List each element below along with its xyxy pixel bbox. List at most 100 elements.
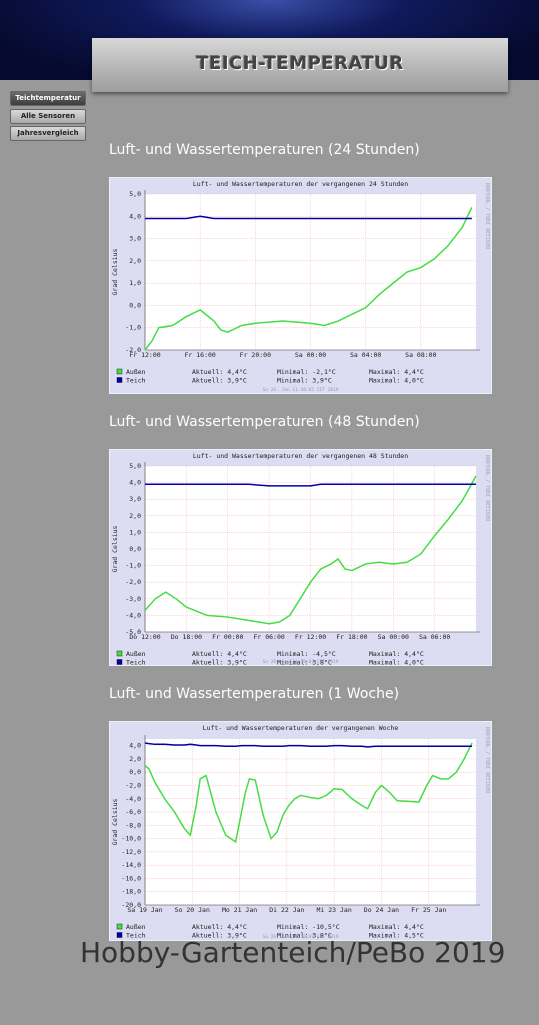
x-tick-label: Mi 23 Jan	[317, 906, 352, 914]
x-tick-label: So 20 Jan	[175, 906, 210, 914]
legend-label: Teich	[126, 932, 146, 940]
legend-swatch	[116, 923, 123, 930]
y-tick-label: -20,0	[121, 901, 141, 909]
y-tick-label: -4,0	[125, 795, 141, 803]
y-tick-label: -2,0	[125, 578, 141, 586]
y-tick-label: -14,0	[121, 861, 141, 869]
y-tick-label: -18,0	[121, 888, 141, 896]
x-tick-label: Fr 25 Jan	[411, 906, 446, 914]
x-tick-label: Fr 06:00	[253, 633, 284, 641]
legend-stat: Aktuell: 3,9°C	[192, 377, 247, 385]
legend-stat: Maximal: 4,4°C	[369, 650, 424, 658]
legend-stat: Minimal: 3,9°C	[277, 377, 332, 385]
x-tick-label: Sa 06:00	[419, 633, 450, 641]
x-tick-label: Mo 21 Jan	[222, 906, 257, 914]
legend-stat: Maximal: 4,4°C	[369, 368, 424, 376]
series-line	[145, 215, 472, 220]
x-tick-label: Fr 18:00	[336, 633, 367, 641]
legend-stat: Minimal: 3,8°C	[277, 659, 332, 667]
legend-stat: Aktuell: 4,4°C	[192, 368, 247, 376]
x-tick-label: Do 18:00	[171, 633, 202, 641]
series-line	[145, 483, 476, 487]
x-tick-label: Fr 12:00	[129, 351, 160, 359]
x-tick-label: Fr 12:00	[295, 633, 326, 641]
y-tick-label: -3,0	[125, 595, 141, 603]
x-tick-label: Sa 00:00	[378, 633, 409, 641]
chart-svg: Luft- und Wassertemperaturen der vergang…	[108, 448, 493, 667]
legend-swatch	[116, 659, 123, 665]
nav-button[interactable]: Teichtemperatur	[10, 91, 86, 106]
timestamp: Sa 26. Jan 11:30:02 CET 2019	[263, 387, 339, 393]
x-tick-label: Di 22 Jan	[269, 906, 304, 914]
y-tick-label: 1,0	[129, 528, 141, 536]
series-line	[144, 207, 473, 351]
nav-button[interactable]: Alle Sensoren	[10, 109, 86, 124]
x-tick-label: Do 24 Jan	[364, 906, 399, 914]
y-tick-label: 0,0	[129, 545, 141, 553]
timestamp: Sa 26. Jan 11:30:03 CET 2019	[263, 934, 339, 940]
y-tick-label: -2,0	[125, 781, 141, 789]
section-heading: Luft- und Wassertemperaturen (1 Woche)	[109, 686, 400, 702]
legend-label: Außen	[126, 650, 146, 658]
chart: Luft- und Wassertemperaturen der vergang…	[108, 448, 493, 670]
y-tick-label: -10,0	[121, 835, 141, 843]
chart-title: Luft- und Wassertemperaturen der vergang…	[193, 180, 408, 188]
legend-stat: Minimal: -4,5°C	[277, 650, 336, 658]
legend-stat: Maximal: 4,0°C	[369, 659, 424, 667]
side-label: RRDTOOL / TOBI OETIKER	[484, 183, 490, 250]
x-tick-label: Sa 08:00	[405, 351, 436, 359]
header-tab: TEICH-TEMPERATUR	[92, 38, 508, 92]
chart-title: Luft- und Wassertemperaturen der vergang…	[203, 724, 399, 732]
side-label: RRDTOOL / TOBI OETIKER	[484, 455, 490, 522]
y-tick-label: -8,0	[125, 821, 141, 829]
y-tick-label: 4,0	[129, 479, 141, 487]
y-tick-label: 2,0	[129, 755, 141, 763]
legend-stat: Minimal: 3,8°C	[277, 932, 332, 940]
y-axis-label: Grad Celsius	[111, 798, 119, 845]
y-tick-label: 0,0	[129, 768, 141, 776]
legend-label: Außen	[126, 923, 146, 931]
x-tick-label: Do 12:00	[129, 633, 160, 641]
y-tick-label: -12,0	[121, 848, 141, 856]
nav-button[interactable]: Jahresvergleich	[10, 126, 86, 141]
y-tick-label: -16,0	[121, 874, 141, 882]
chart-svg: Luft- und Wassertemperaturen der vergang…	[108, 176, 493, 395]
y-tick-label: -1,0	[125, 324, 141, 332]
y-axis-label: Grad Celsius	[111, 248, 119, 295]
legend-swatch	[116, 932, 123, 938]
y-tick-label: -1,0	[125, 562, 141, 570]
legend-label: Teich	[126, 377, 146, 385]
y-tick-label: -4,0	[125, 611, 141, 619]
legend-stat: Maximal: 4,4°C	[369, 923, 424, 931]
x-tick-label: Fr 00:00	[212, 633, 243, 641]
legend-stat: Aktuell: 3,9°C	[192, 932, 247, 940]
y-axis-label: Grad Celsius	[111, 525, 119, 572]
y-tick-label: 3,0	[129, 235, 141, 243]
y-tick-label: -6,0	[125, 808, 141, 816]
legend-stat: Aktuell: 4,4°C	[192, 650, 247, 658]
page-title: TEICH-TEMPERATUR	[196, 53, 404, 74]
x-tick-label: Fr 16:00	[185, 351, 216, 359]
chart-svg: Luft- und Wassertemperaturen der vergang…	[108, 720, 493, 942]
chart: Luft- und Wassertemperaturen der vergang…	[108, 176, 493, 398]
legend-stat: Aktuell: 3,9°C	[192, 659, 247, 667]
footer: Hobby-Gartenteich/PeBo 2019	[80, 936, 506, 969]
series-line	[144, 742, 473, 844]
y-tick-label: 2,0	[129, 257, 141, 265]
y-tick-label: 2,0	[129, 512, 141, 520]
x-tick-label: Fr 20:00	[240, 351, 271, 359]
y-tick-label: 3,0	[129, 495, 141, 503]
y-tick-label: 4,0	[129, 742, 141, 750]
y-tick-label: -2,0	[125, 346, 141, 354]
x-tick-label: Sa 00:00	[295, 351, 326, 359]
timestamp: Sa 26. Jan 11:30:02 CET 2019	[263, 659, 339, 665]
y-tick-label: 4,0	[129, 212, 141, 220]
legend-label: Außen	[126, 368, 146, 376]
legend-stat: Minimal: -2,1°C	[277, 368, 336, 376]
section-heading: Luft- und Wassertemperaturen (24 Stunden…	[109, 142, 420, 158]
legend-swatch	[116, 377, 123, 383]
y-tick-label: 0,0	[129, 301, 141, 309]
y-tick-label: 5,0	[129, 462, 141, 470]
series-line	[144, 475, 477, 625]
